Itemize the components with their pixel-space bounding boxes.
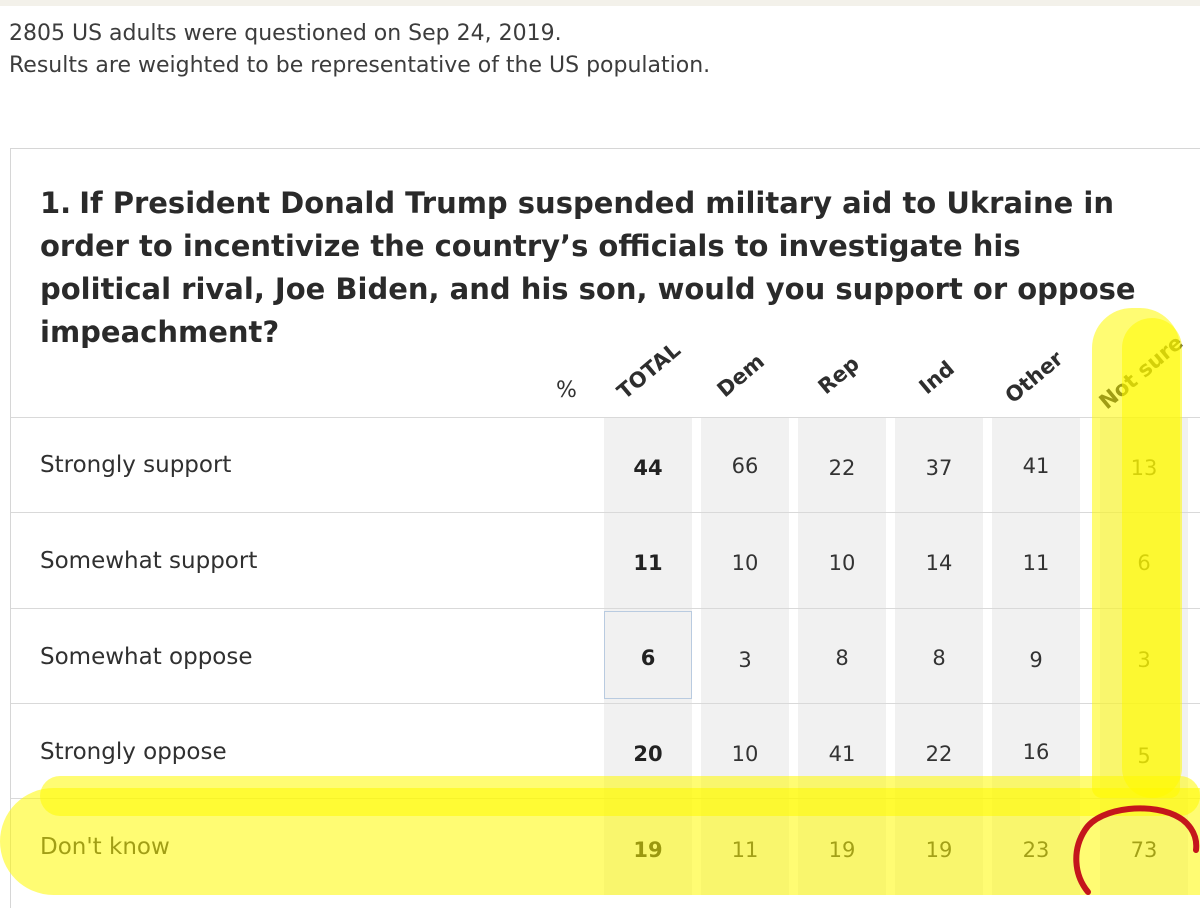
cell-not-sure: 5 (1137, 744, 1151, 768)
row-label-dont-know: Don't know (40, 834, 170, 860)
cell-other: 41 (1022, 454, 1050, 478)
cell-dem: 11 (731, 838, 759, 862)
cell-dem: 10 (731, 551, 759, 575)
cell-total: 20 (633, 742, 663, 766)
question-text: If President Donald Trump suspended mili… (40, 186, 1136, 349)
cell-rep: 10 (828, 551, 856, 575)
cell-not-sure: 6 (1137, 551, 1151, 575)
intro-line-weighting: Results are weighted to be representativ… (9, 53, 711, 78)
percent-label: % (556, 378, 577, 403)
row-label-strongly-support: Strongly support (40, 452, 232, 478)
cell-rep: 8 (835, 646, 849, 670)
cell-rep: 19 (828, 838, 856, 862)
cell-ind: 22 (925, 742, 953, 766)
row-divider (11, 512, 1200, 513)
selected-cell-outline (604, 611, 692, 699)
cell-dem: 10 (731, 742, 759, 766)
cell-not-sure: 13 (1130, 456, 1158, 480)
cell-total: 11 (633, 551, 663, 575)
row-label-strongly-oppose: Strongly oppose (40, 739, 227, 765)
cell-ind: 19 (925, 838, 953, 862)
cell-ind: 14 (925, 551, 953, 575)
cell-not-sure: 73 (1130, 838, 1158, 862)
cell-ind: 8 (932, 646, 946, 670)
cell-other: 9 (1029, 648, 1043, 672)
row-divider (11, 703, 1200, 704)
cell-other: 16 (1022, 740, 1050, 764)
row-divider (11, 798, 1200, 799)
row-label-somewhat-oppose: Somewhat oppose (40, 644, 253, 670)
cell-not-sure: 3 (1137, 648, 1151, 672)
cell-rep: 41 (828, 742, 856, 766)
top-bar (0, 0, 1200, 6)
row-divider (11, 608, 1200, 609)
cell-total: 44 (633, 456, 663, 480)
cell-total: 19 (633, 838, 663, 862)
cell-other: 23 (1022, 838, 1050, 862)
row-label-somewhat-support: Somewhat support (40, 548, 258, 574)
question-title: 1. If President Donald Trump suspended mi… (40, 182, 1160, 354)
row-divider (11, 417, 1200, 418)
intro-line-sample: 2805 US adults were questioned on Sep 24… (9, 21, 562, 46)
cell-other: 11 (1022, 551, 1050, 575)
question-number: 1. (40, 186, 72, 220)
cell-total: 6 (640, 646, 656, 670)
cell-rep: 22 (828, 456, 856, 480)
cell-ind: 37 (925, 456, 953, 480)
survey-intro: 2805 US adults were questioned on Sep 24… (9, 18, 710, 82)
cell-dem: 66 (731, 454, 759, 478)
cell-dem: 3 (738, 648, 752, 672)
